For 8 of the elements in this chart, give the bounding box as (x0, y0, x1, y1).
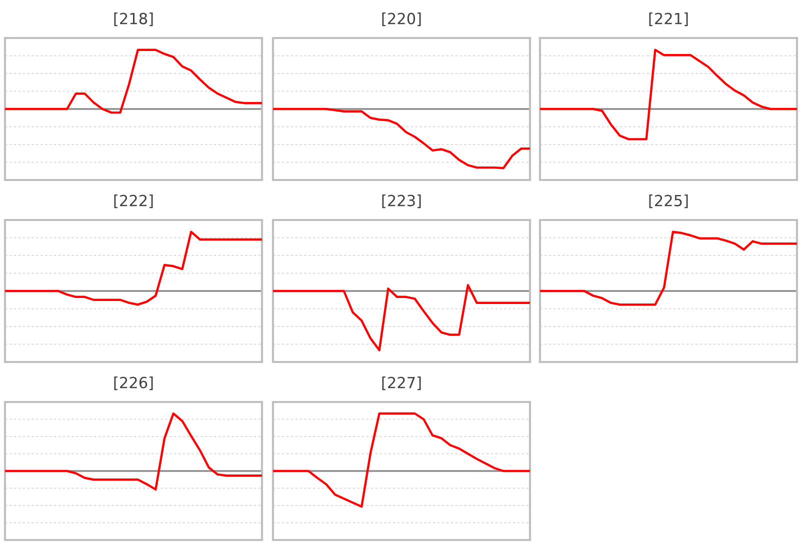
chart-title: [221] (649, 12, 688, 26)
chart-title: [218] (114, 12, 153, 26)
chart-title: [227] (382, 376, 421, 390)
chart-title: [220] (382, 12, 421, 26)
chart-title: [225] (649, 194, 688, 208)
chart-title: [222] (114, 194, 153, 208)
chart-title: [226] (114, 376, 153, 390)
chart-title: [223] (382, 194, 421, 208)
